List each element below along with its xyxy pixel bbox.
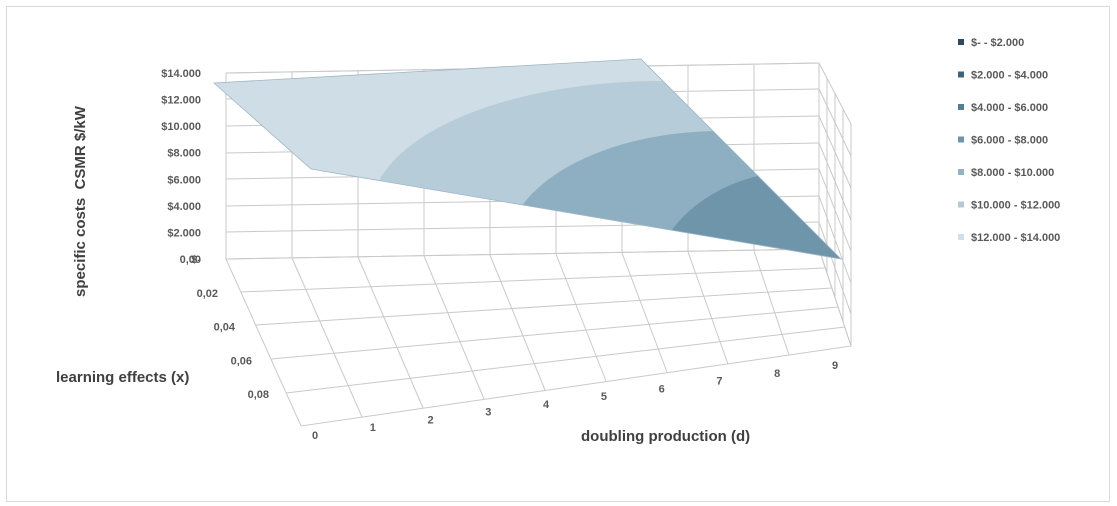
x-tick-label: 7 — [716, 376, 722, 388]
floor-grid-line — [489, 254, 546, 391]
floor-grid-line — [291, 257, 363, 418]
y-tick-label: 0,06 — [231, 355, 252, 367]
x-axis-ticks: 0 1 2 3 4 5 6 7 8 9 — [312, 360, 838, 442]
y-axis-title: learning effects (x) — [56, 369, 189, 386]
z-tick-label: $4.000 — [167, 201, 201, 213]
floor-grid-line — [753, 250, 790, 356]
legend-swatch — [958, 104, 964, 110]
z-tick-label: $6.000 — [167, 174, 201, 186]
z-tick-label: $10.000 — [161, 121, 201, 133]
legend: $- - $2.000 $2.000 - $4.000 $4.000 - $6.00… — [958, 37, 1060, 244]
legend-swatch — [958, 71, 964, 78]
side-wall-grid — [818, 62, 852, 347]
legend-label: $10.000 - $12.000 — [971, 200, 1060, 212]
surface-chart: $- $2.000 $4.000 $6.000 $8.000 $10.000 $12.000… — [56, 37, 1060, 445]
floor-grid — [225, 248, 852, 427]
floor-outline — [225, 248, 852, 427]
floor-grid-line — [423, 255, 485, 400]
floor-grid-line — [687, 251, 729, 365]
legend-swatch — [958, 201, 964, 208]
z-tick-label: $2.000 — [167, 227, 201, 239]
y-tick-label: 0,04 — [214, 322, 236, 334]
x-axis-title: doubling production (d) — [581, 428, 750, 445]
x-tick-label: 3 — [485, 407, 491, 419]
surface-outline — [213, 58, 843, 260]
floor-grid-line — [255, 287, 833, 326]
floor-grid-line — [285, 326, 846, 394]
z-axis-ticks: $- $2.000 $4.000 $6.000 $8.000 $10.000 $12.000… — [161, 68, 201, 266]
legend-swatch — [958, 169, 964, 175]
x-tick-label: 9 — [832, 360, 838, 372]
x-tick-label: 4 — [543, 399, 550, 411]
x-tick-label: 1 — [370, 422, 376, 434]
legend-label: $8.000 - $10.000 — [971, 167, 1054, 179]
surface-band-6000-8000 — [651, 171, 841, 259]
chart-frame: $- $2.000 $4.000 $6.000 $8.000 $10.000 $12.000… — [6, 6, 1110, 502]
z-tick-label: $8.000 — [167, 148, 201, 160]
floor-grid-line — [621, 252, 668, 373]
legend-label: $4.000 - $6.000 — [971, 102, 1048, 114]
floor-grid-line — [270, 306, 839, 360]
legend-swatch — [958, 39, 964, 45]
z-tick-label: $12.000 — [161, 95, 201, 107]
x-tick-label: 0 — [312, 430, 318, 442]
floor-grid-line — [357, 256, 424, 409]
y-tick-label: 0,02 — [197, 288, 218, 300]
x-tick-label: 6 — [659, 383, 665, 395]
y-tick-label: 0,00 — [180, 254, 201, 266]
legend-label: $12.000 - $14.000 — [971, 232, 1060, 244]
z-tick-label: $14.000 — [161, 68, 201, 80]
x-tick-label: 5 — [601, 391, 607, 403]
y-tick-label: 0,08 — [248, 389, 269, 401]
legend-swatch — [958, 234, 964, 240]
floor-grid-line — [240, 267, 826, 293]
legend-swatch — [958, 136, 964, 143]
x-tick-label: 8 — [774, 368, 780, 380]
z-tick-label: $- — [191, 254, 201, 266]
x-tick-label: 2 — [427, 414, 433, 426]
floor-grid-line — [555, 253, 607, 382]
legend-label: $2.000 - $4.000 — [971, 70, 1048, 82]
y-axis-ticks: 0,00 0,02 0,04 0,06 0,08 — [180, 254, 269, 401]
z-axis-title: specific costs CSMR $/kW — [72, 105, 89, 297]
legend-label: $6.000 - $8.000 — [971, 135, 1048, 147]
legend-label: $- - $2.000 — [971, 37, 1024, 49]
